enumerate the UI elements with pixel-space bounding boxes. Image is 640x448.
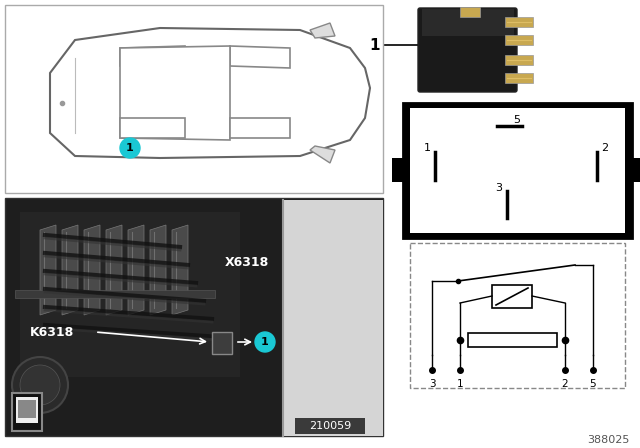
Bar bbox=[505, 73, 533, 83]
Polygon shape bbox=[128, 225, 144, 315]
Text: 1: 1 bbox=[126, 143, 134, 153]
Bar bbox=[632, 158, 640, 182]
Polygon shape bbox=[310, 23, 335, 38]
Bar bbox=[468, 333, 557, 347]
Bar bbox=[16, 397, 38, 423]
Bar bbox=[18, 400, 36, 418]
Text: 5: 5 bbox=[589, 379, 596, 389]
Bar bbox=[505, 55, 533, 65]
Bar bbox=[20, 212, 240, 377]
Text: 3: 3 bbox=[429, 379, 435, 389]
FancyBboxPatch shape bbox=[418, 8, 517, 92]
Bar bbox=[15, 290, 215, 298]
Bar bbox=[283, 200, 383, 436]
Polygon shape bbox=[310, 146, 335, 163]
Circle shape bbox=[12, 357, 68, 413]
Bar bbox=[212, 332, 232, 354]
Text: 1: 1 bbox=[424, 143, 431, 153]
Bar bbox=[403, 103, 632, 238]
Polygon shape bbox=[120, 118, 185, 138]
Text: 210059: 210059 bbox=[309, 421, 351, 431]
Text: 388025: 388025 bbox=[588, 435, 630, 445]
Text: 2: 2 bbox=[562, 379, 568, 389]
Text: K6318: K6318 bbox=[30, 326, 74, 339]
Text: 1: 1 bbox=[457, 379, 463, 389]
Polygon shape bbox=[106, 225, 122, 315]
Bar bbox=[505, 17, 533, 27]
Polygon shape bbox=[150, 225, 166, 315]
Bar bbox=[295, 418, 365, 434]
Text: 5: 5 bbox=[513, 115, 520, 125]
Bar bbox=[5, 5, 383, 193]
Polygon shape bbox=[230, 118, 290, 138]
Bar bbox=[410, 108, 625, 233]
Bar bbox=[460, 7, 480, 17]
Bar bbox=[505, 35, 533, 45]
Polygon shape bbox=[50, 28, 370, 158]
Polygon shape bbox=[120, 46, 185, 66]
Circle shape bbox=[255, 332, 275, 352]
Bar bbox=[392, 158, 403, 182]
Bar bbox=[5, 198, 383, 436]
Polygon shape bbox=[40, 225, 56, 315]
Circle shape bbox=[20, 365, 60, 405]
Text: 1: 1 bbox=[261, 337, 269, 347]
Polygon shape bbox=[120, 46, 230, 140]
Text: 1: 1 bbox=[369, 38, 380, 52]
Text: X6318: X6318 bbox=[225, 255, 269, 268]
FancyBboxPatch shape bbox=[422, 9, 514, 36]
Text: 3: 3 bbox=[495, 183, 502, 193]
Text: 2: 2 bbox=[602, 143, 609, 153]
Polygon shape bbox=[230, 46, 290, 68]
Polygon shape bbox=[84, 225, 100, 315]
Bar bbox=[12, 393, 42, 431]
Bar bbox=[410, 243, 625, 388]
Circle shape bbox=[120, 138, 140, 158]
Polygon shape bbox=[172, 225, 188, 315]
Bar bbox=[492, 285, 532, 308]
Polygon shape bbox=[62, 225, 78, 315]
